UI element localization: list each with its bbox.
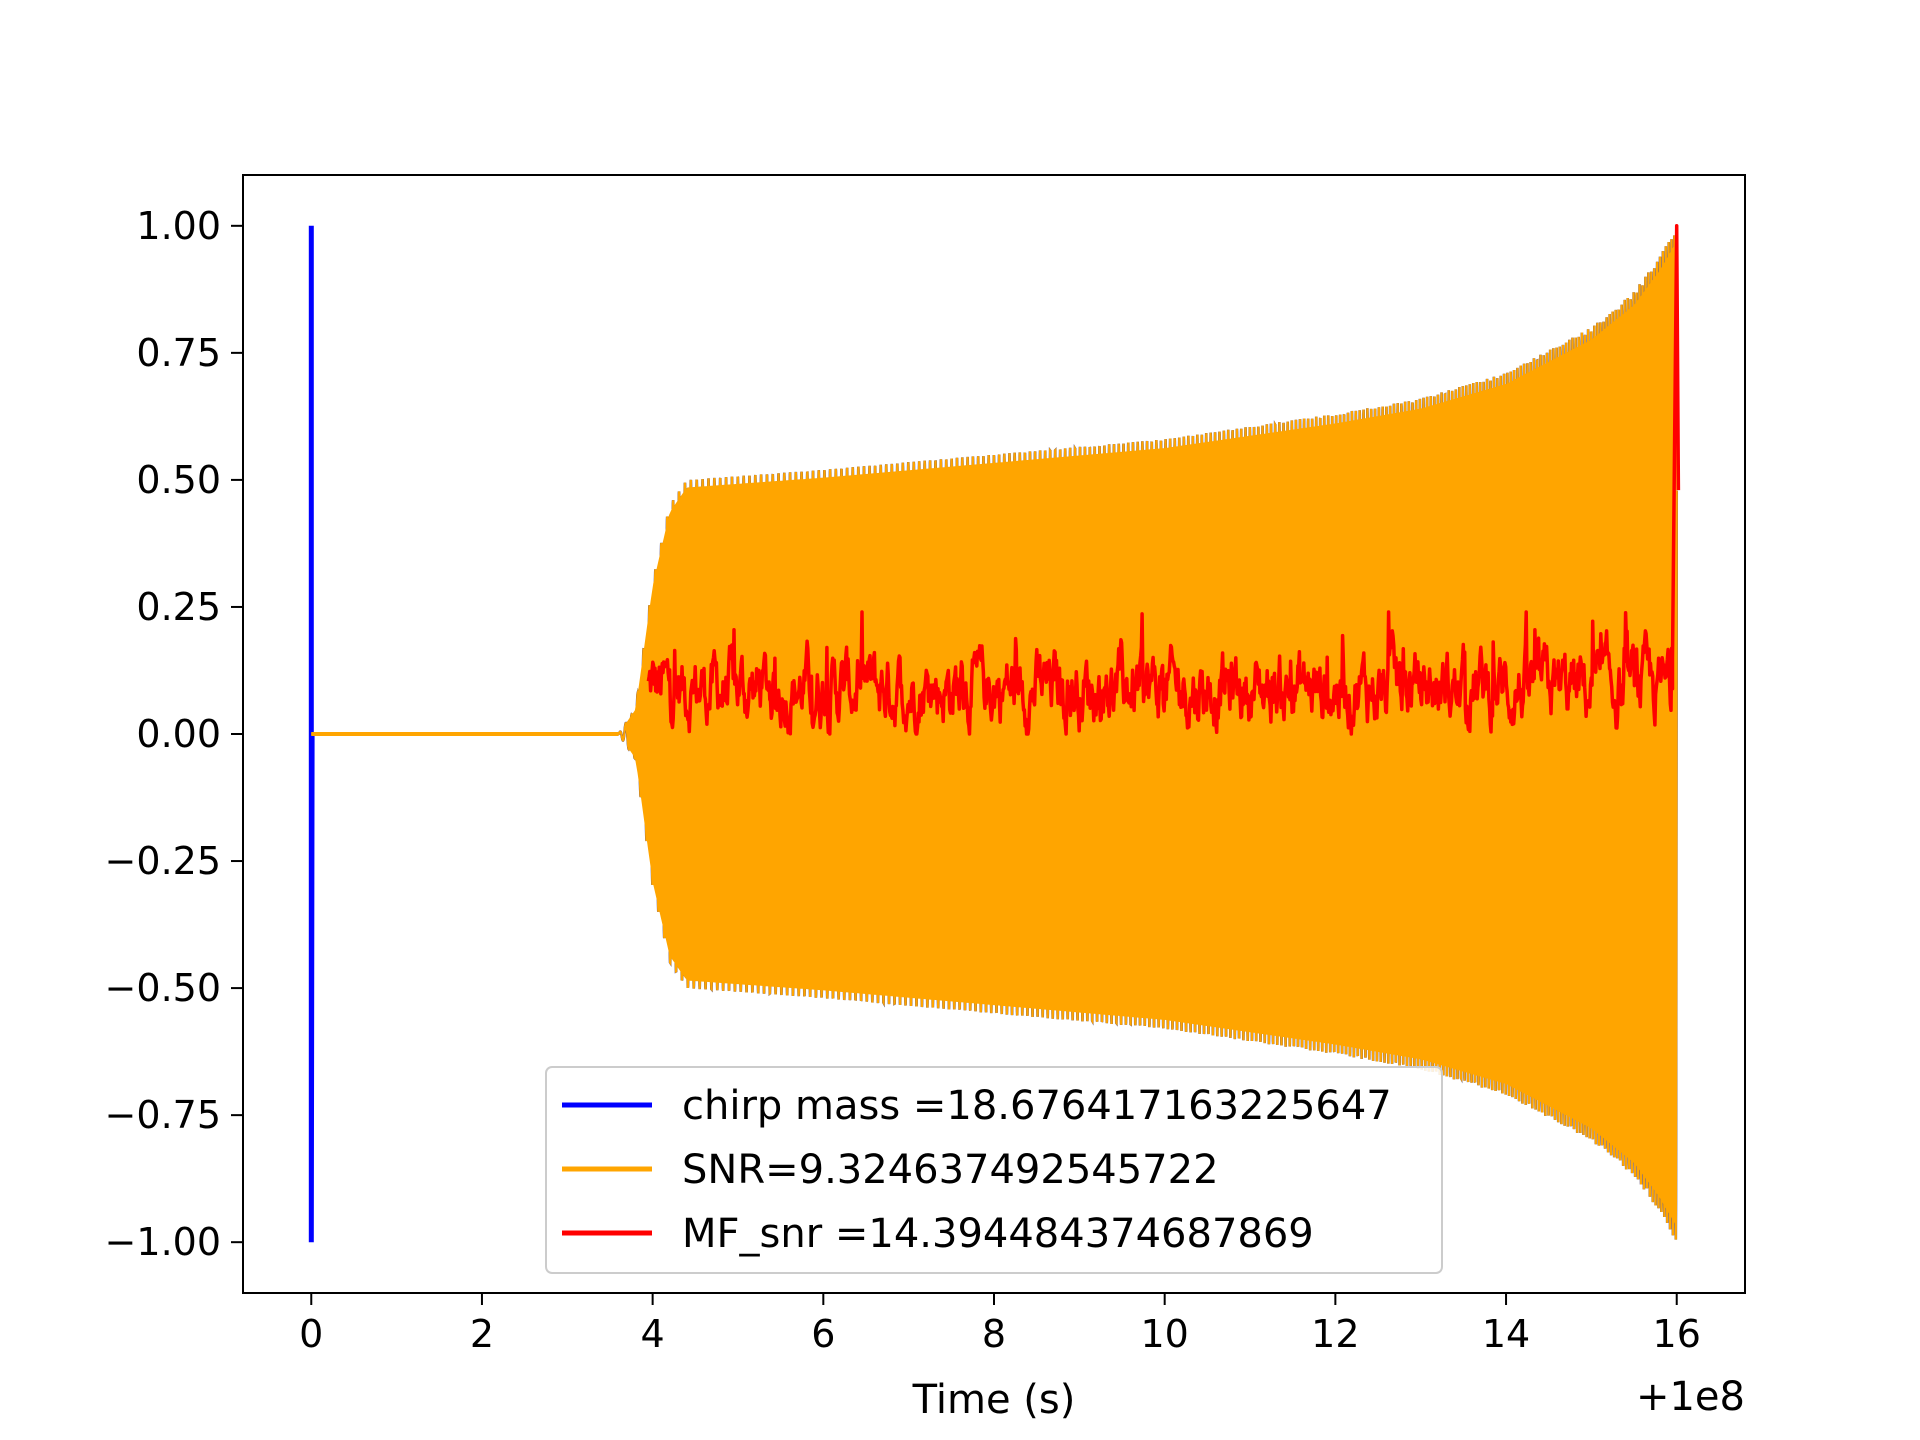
x-tick-label: 14	[1482, 1312, 1530, 1356]
y-tick-label: −0.25	[105, 839, 221, 883]
y-tick-label: 0.75	[136, 331, 221, 375]
y-axis: 1.00 0.75 0.50 0.25 0.00 −0.25 −0.50 −0.75 −1.00	[105, 204, 243, 1264]
x-tick-label: 4	[641, 1312, 665, 1356]
legend: chirp mass =18.676417163225647 SNR=9.3246…	[545, 1066, 1443, 1274]
y-tick-label: 0.00	[136, 712, 221, 756]
x-tick-label: 2	[470, 1312, 494, 1356]
y-tick-label: 1.00	[136, 204, 221, 248]
x-axis: 0 2 4 6 8 10 12 14 16	[299, 1293, 1701, 1356]
x-tick-label: 12	[1311, 1312, 1359, 1356]
legend-label: chirp mass =18.676417163225647	[682, 1083, 1392, 1129]
series-layer	[308, 224, 1681, 1243]
legend-label: MF_snr =14.394484374687869	[682, 1211, 1314, 1257]
x-tick-label: 0	[299, 1312, 323, 1356]
y-tick-label: 0.25	[136, 585, 221, 629]
x-tick-label: 10	[1141, 1312, 1189, 1356]
series-chirp-mass-line	[308, 225, 315, 1243]
y-tick-label: −0.75	[105, 1093, 221, 1137]
legend-box	[545, 1066, 1443, 1274]
x-offset-label: +1e8	[1636, 1374, 1745, 1420]
x-tick-label: 6	[811, 1312, 835, 1356]
series-mf-snr-line	[646, 224, 1681, 736]
legend-label: SNR=9.324637492545722	[682, 1147, 1219, 1193]
y-tick-label: −0.50	[105, 966, 221, 1010]
x-tick-label: 8	[982, 1312, 1006, 1356]
series-snr-envelope	[627, 241, 1677, 1227]
x-tick-label: 16	[1653, 1312, 1701, 1356]
x-axis-label: Time (s)	[912, 1377, 1076, 1423]
y-tick-label: −1.00	[105, 1220, 221, 1264]
y-tick-label: 0.50	[136, 458, 221, 502]
